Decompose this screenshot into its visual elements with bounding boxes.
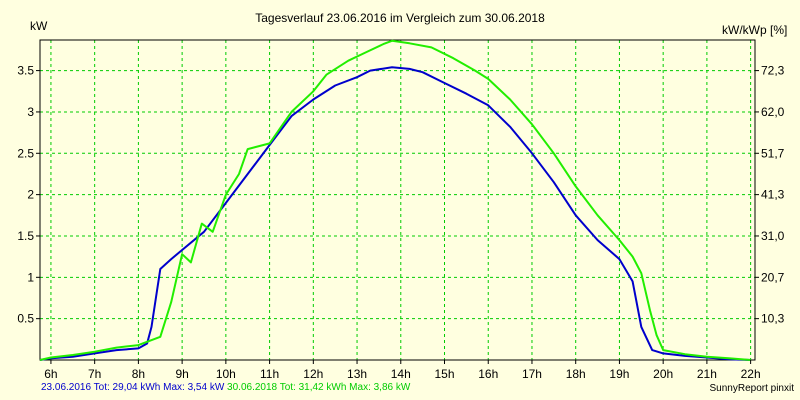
y-tick-label-right: 10,3 — [761, 312, 785, 326]
x-tick-label: 16h — [478, 367, 498, 381]
y-tick-label-right: 31,0 — [761, 229, 785, 243]
y-tick-label-left: 1.5 — [17, 229, 34, 243]
chart-title: Tagesverlauf 23.06.2016 im Vergleich zum… — [255, 11, 545, 25]
x-tick-label: 6h — [44, 367, 57, 381]
x-tick-label: 15h — [434, 367, 454, 381]
y-tick-label-left: 2 — [27, 188, 34, 202]
series-line-2 — [39, 39, 751, 361]
x-tick-label: 8h — [132, 367, 145, 381]
x-tick-label: 20h — [653, 367, 673, 381]
footer-series-1-summary: 23.06.2016 Tot: 29,04 kWh Max: 3,54 kW — [41, 382, 225, 393]
y-axis-left-label: kW — [30, 19, 48, 33]
x-tick-label: 13h — [347, 367, 367, 381]
grid — [40, 40, 755, 360]
y-tick-label-left: 3 — [27, 105, 34, 119]
y-axis-right: 10,3 20,7 31,0 41,3 51,7 62,0 72,3 — [755, 64, 785, 326]
y-tick-label-right: 72,3 — [761, 64, 785, 78]
y-tick-label-left: 2.5 — [17, 146, 34, 160]
x-tick-label: 14h — [391, 367, 411, 381]
x-axis: 6h 7h 8h 9h 10h 11h 12h 13h 14h 15h 16h 17h 18h 19h 20… — [44, 360, 761, 381]
x-tick-label: 18h — [566, 367, 586, 381]
x-tick-label: 7h — [88, 367, 101, 381]
y-axis-left: 0.5 1 1.5 2 2.5 3 3.5 — [17, 64, 40, 326]
x-tick-label: 11h — [260, 367, 279, 381]
series-layer — [39, 39, 751, 361]
y-tick-label-left: 3.5 — [17, 64, 34, 78]
y-tick-label-right: 20,7 — [761, 270, 785, 284]
y-tick-label-right: 41,3 — [761, 188, 785, 202]
y-tick-label-left: 1 — [27, 270, 34, 284]
x-tick-label: 10h — [216, 367, 236, 381]
x-tick-label: 19h — [609, 367, 629, 381]
y-tick-label-left: 0.5 — [17, 312, 34, 326]
y-axis-right-label: kW/kWp [%] — [722, 23, 787, 37]
footer-series-2-summary: 30.06.2018 Tot: 31,42 kWh Max: 3,86 kW — [227, 382, 411, 393]
footer-credit: SunnyReport pinxit — [709, 383, 795, 394]
plot-frame — [39, 39, 756, 361]
footer-summary: 23.06.2016 Tot: 29,04 kWh Max: 3,54 kW 3… — [41, 382, 410, 393]
x-tick-label: 22h — [741, 367, 761, 381]
x-tick-label: 17h — [522, 367, 542, 381]
x-tick-label: 12h — [303, 367, 323, 381]
y-tick-label-right: 51,7 — [761, 146, 785, 160]
x-tick-label: 9h — [175, 367, 188, 381]
x-tick-label: 21h — [697, 367, 717, 381]
y-tick-label-right: 62,0 — [761, 105, 785, 119]
series-line-1 — [39, 66, 751, 361]
